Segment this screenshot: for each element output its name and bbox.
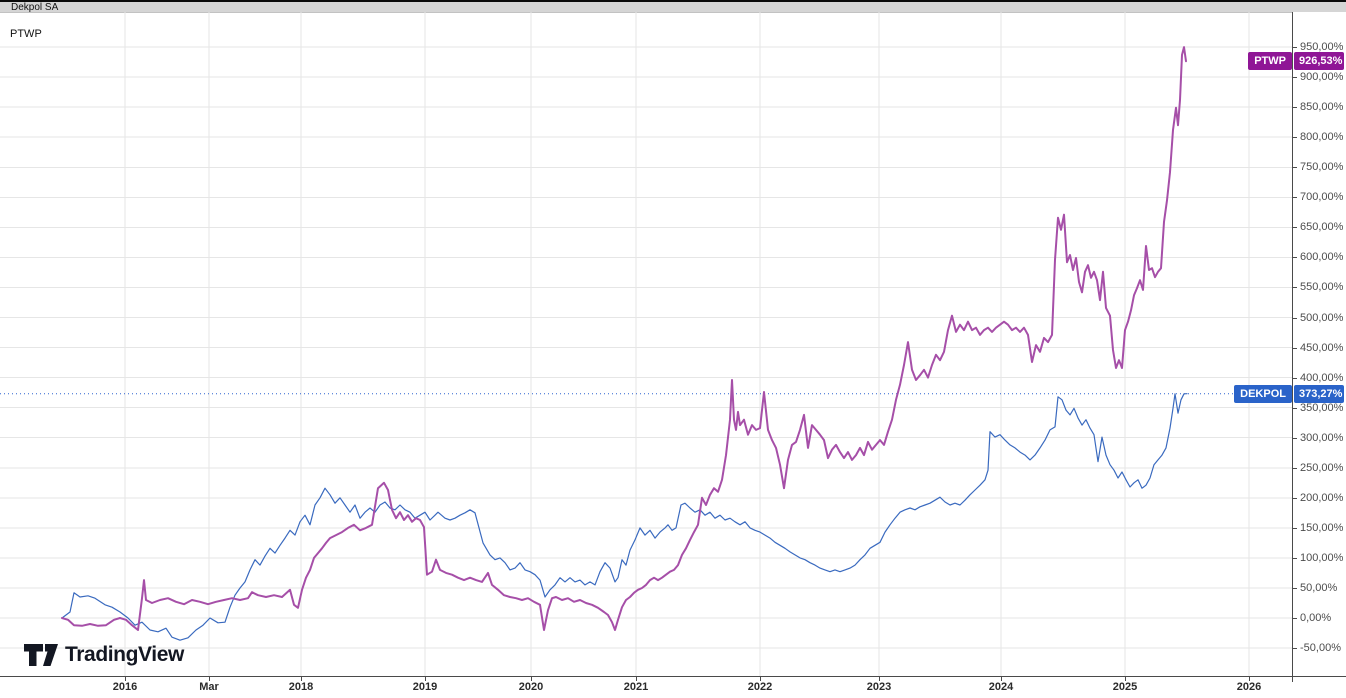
y-axis-label: 600,00%	[1300, 251, 1344, 263]
y-axis-tick	[1293, 408, 1297, 409]
price-scale-axis[interactable]: 950,00% 900,00% 850,00% 800,00% 750,00% 700,0…	[1292, 12, 1346, 676]
x-axis-label: 2020	[518, 681, 544, 693]
tradingview-logo-icon	[24, 644, 58, 666]
y-axis-tick	[1293, 167, 1297, 168]
chart-plot-area[interactable]	[0, 12, 1292, 676]
x-axis-tick	[209, 677, 210, 681]
y-axis-label: 150,00%	[1300, 522, 1344, 534]
x-axis-label: 2026	[1236, 681, 1262, 693]
tradingview-logo-text: TradingView	[65, 643, 184, 666]
y-axis-tick	[1293, 648, 1297, 649]
y-axis-tick	[1293, 528, 1297, 529]
x-axis-tick	[760, 677, 761, 681]
ptwp-series-line	[61, 46, 1187, 631]
y-axis-tick	[1293, 77, 1297, 78]
x-axis-label: 2022	[747, 681, 773, 693]
y-axis-label: 400,00%	[1300, 372, 1344, 384]
main-symbol-title: Dekpol SA	[11, 2, 59, 13]
x-axis-label: Mar	[199, 681, 219, 693]
y-axis-label: 250,00%	[1300, 462, 1344, 474]
y-axis-label: 850,00%	[1300, 101, 1344, 113]
y-axis-label: 750,00%	[1300, 161, 1344, 173]
x-axis-label: 2018	[288, 681, 314, 693]
y-axis-tick	[1293, 137, 1297, 138]
x-axis-label: 2023	[866, 681, 892, 693]
ptwp-price-badge: PTWP 926,53%	[1248, 52, 1344, 70]
axis-corner-tick	[1292, 677, 1293, 682]
x-axis-tick	[1249, 677, 1250, 681]
y-axis-tick	[1293, 318, 1297, 319]
y-axis-tick	[1293, 618, 1297, 619]
y-axis-tick	[1293, 588, 1297, 589]
y-axis-tick	[1293, 257, 1297, 258]
y-axis-label: 100,00%	[1300, 552, 1344, 564]
x-axis-label: 2016	[112, 681, 138, 693]
dekpol-price-badge: DEKPOL 373,27%	[1234, 385, 1344, 403]
y-axis-tick	[1293, 378, 1297, 379]
y-axis-tick	[1293, 468, 1297, 469]
time-scale-axis[interactable]: 2016 Mar 2018 2019 2020 2021 2022 2023 2024 2025 2…	[0, 676, 1346, 698]
window-top-edge	[0, 0, 1346, 2]
dekpol-series-line	[61, 393, 1188, 641]
compare-symbol-label: PTWP	[10, 28, 42, 40]
x-axis-tick	[1125, 677, 1126, 681]
y-axis-label: 300,00%	[1300, 432, 1344, 444]
y-axis-label: 900,00%	[1300, 71, 1344, 83]
y-axis-label: 950,00%	[1300, 41, 1344, 53]
y-axis-label: 550,00%	[1300, 281, 1344, 293]
chart-header-bar: Dekpol SA	[0, 2, 1346, 13]
y-axis-label: 50,00%	[1300, 582, 1338, 594]
y-axis-tick	[1293, 348, 1297, 349]
y-axis-tick	[1293, 498, 1297, 499]
x-axis-tick	[301, 677, 302, 681]
y-axis-label: 200,00%	[1300, 492, 1344, 504]
x-axis-label: 2021	[623, 681, 649, 693]
y-axis-tick	[1293, 227, 1297, 228]
x-axis-tick	[425, 677, 426, 681]
y-axis-label: 350,00%	[1300, 402, 1344, 414]
x-axis-tick	[531, 677, 532, 681]
dekpol-badge-value: 373,27%	[1294, 385, 1344, 403]
y-axis-tick	[1293, 47, 1297, 48]
x-axis-label: 2025	[1112, 681, 1138, 693]
x-axis-label: 2019	[412, 681, 438, 693]
x-axis-tick	[636, 677, 637, 681]
y-axis-label: 800,00%	[1300, 131, 1344, 143]
x-axis-tick	[879, 677, 880, 681]
x-axis-tick	[125, 677, 126, 681]
y-axis-tick	[1293, 197, 1297, 198]
y-axis-label: -50,00%	[1300, 642, 1341, 654]
y-axis-label: 650,00%	[1300, 221, 1344, 233]
y-axis-label: 700,00%	[1300, 191, 1344, 203]
y-axis-label: 500,00%	[1300, 312, 1344, 324]
y-axis-label: 450,00%	[1300, 342, 1344, 354]
tradingview-logo[interactable]: TradingView	[24, 642, 184, 668]
ptwp-badge-value: 926,53%	[1294, 52, 1344, 70]
y-axis-label: 0,00%	[1300, 612, 1332, 624]
price-chart-canvas[interactable]	[0, 12, 1292, 676]
y-axis-tick	[1293, 438, 1297, 439]
x-axis-tick	[1001, 677, 1002, 681]
dekpol-badge-symbol: DEKPOL	[1234, 385, 1292, 403]
y-axis-tick	[1293, 558, 1297, 559]
y-axis-tick	[1293, 107, 1297, 108]
y-axis-tick	[1293, 287, 1297, 288]
ptwp-badge-symbol: PTWP	[1248, 52, 1292, 70]
x-axis-label: 2024	[988, 681, 1014, 693]
